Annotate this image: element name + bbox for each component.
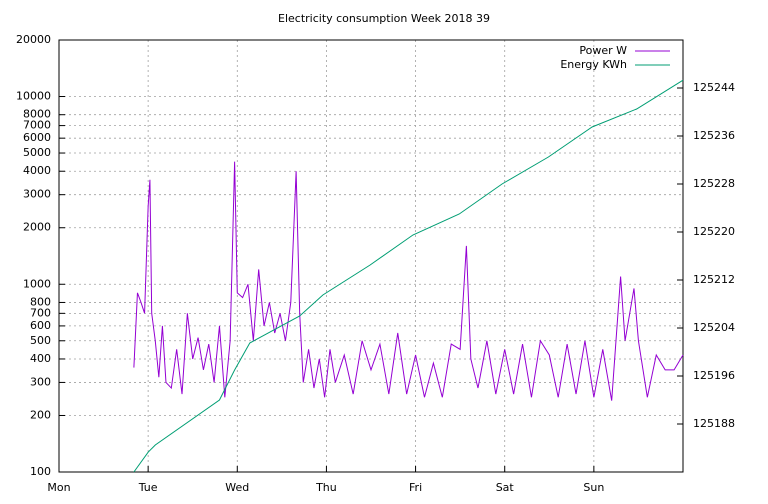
y-tick-label: 300 [30, 375, 51, 388]
y-tick-label: 20000 [16, 33, 51, 46]
x-tick-label: Wed [225, 481, 249, 494]
x-tick-label: Mon [47, 481, 70, 494]
x-tick-label: Sat [496, 481, 515, 494]
y-tick-label: 800 [30, 295, 51, 308]
y-tick-label: 10000 [16, 90, 51, 103]
y-tick-label: 200 [30, 408, 51, 421]
plot-frame [58, 39, 684, 473]
y-tick-label: 3000 [23, 188, 51, 201]
y-tick-label: 7000 [23, 119, 51, 132]
y-tick-label: 400 [30, 352, 51, 365]
y2-tick-label: 125204 [693, 321, 735, 334]
x-tick-label: Tue [138, 481, 158, 494]
x-tick-label: Sun [583, 481, 604, 494]
y-tick-label: 1000 [23, 277, 51, 290]
y-tick-label: 500 [30, 334, 51, 347]
legend-label: Power W [579, 44, 627, 57]
y-tick-label: 2000 [23, 221, 51, 234]
y2-tick-label: 125244 [693, 81, 735, 94]
y-tick-label: 100 [30, 465, 51, 478]
series-line [133, 79, 684, 473]
y-tick-label: 4000 [23, 164, 51, 177]
series-line [133, 161, 684, 401]
legend-label: Energy KWh [560, 58, 627, 71]
y2-tick-label: 125212 [693, 273, 735, 286]
y2-tick-label: 125228 [693, 177, 735, 190]
x-tick-label: Thu [315, 481, 337, 494]
y-tick-label: 700 [30, 306, 51, 319]
x-tick-label: Fri [409, 481, 422, 494]
chart-title: Electricity consumption Week 2018 39 [278, 12, 490, 25]
y-tick-label: 8000 [23, 108, 51, 121]
y2-tick-label: 125220 [693, 225, 735, 238]
y-tick-label: 6000 [23, 131, 51, 144]
y-tick-label: 5000 [23, 146, 51, 159]
y2-tick-label: 125236 [693, 129, 735, 142]
y2-tick-label: 125188 [693, 417, 735, 430]
y2-tick-label: 125196 [693, 369, 735, 382]
y-tick-label: 600 [30, 319, 51, 332]
